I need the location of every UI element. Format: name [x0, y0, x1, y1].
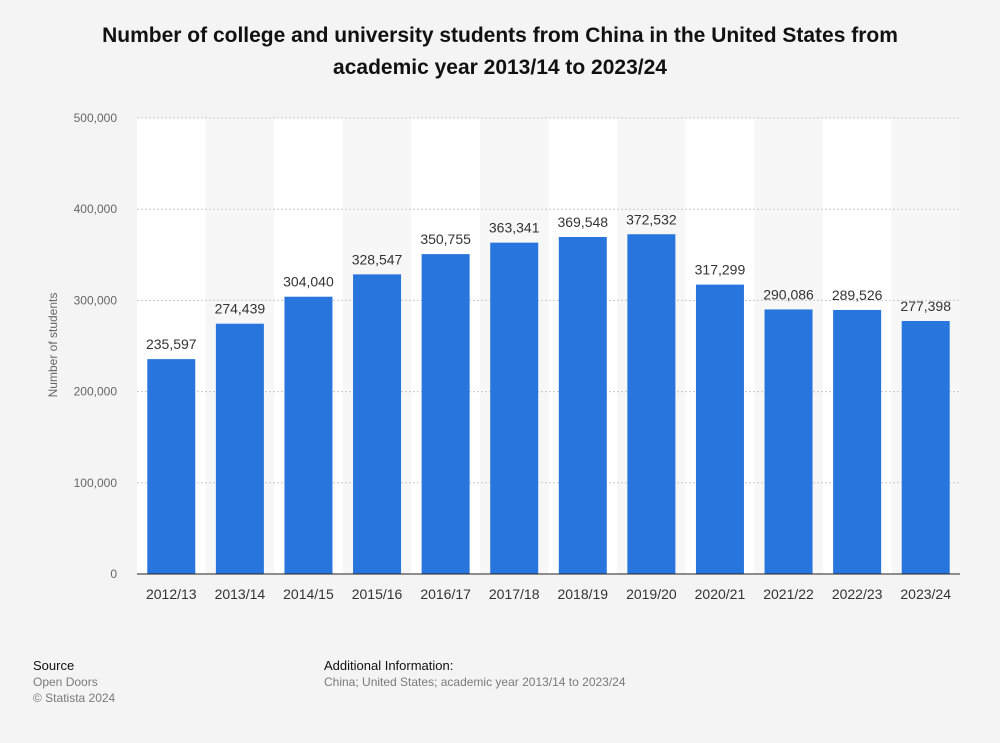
- bar-value-label: 304,040: [283, 274, 334, 290]
- bar-value-label: 235,597: [146, 336, 197, 352]
- bar-value-label: 274,439: [215, 301, 266, 317]
- bar-value-label: 363,341: [489, 220, 540, 236]
- copyright: © Statista 2024: [33, 691, 116, 705]
- bar-value-label: 290,086: [763, 286, 814, 302]
- bar-value-label: 328,547: [352, 251, 403, 267]
- x-tick-label: 2018/19: [557, 586, 608, 602]
- bar-value-label: 350,755: [420, 231, 471, 247]
- bar: [901, 321, 950, 574]
- bar-value-label: 372,532: [626, 211, 677, 227]
- bar: [627, 234, 676, 575]
- bar-value-label: 317,299: [695, 262, 746, 278]
- x-tick-label: 2012/13: [146, 586, 197, 602]
- y-tick-label: 500,000: [74, 111, 118, 125]
- y-tick-label: 400,000: [74, 202, 118, 216]
- additional-info-block: Additional Information: China; United St…: [324, 658, 626, 690]
- bar: [764, 309, 813, 574]
- x-tick-label: 2015/16: [352, 586, 403, 602]
- source-block: Source Open Doors © Statista 2024: [33, 658, 115, 706]
- bar-value-label: 369,548: [557, 214, 608, 230]
- additional-info-heading: Additional Information:: [324, 658, 454, 673]
- bar: [558, 236, 607, 574]
- x-tick-label: 2020/21: [695, 586, 746, 602]
- y-tick-label: 200,000: [74, 385, 118, 399]
- bar: [421, 254, 470, 574]
- additional-info-text: China; United States; academic year 2013…: [324, 675, 626, 689]
- y-axis-label: Number of students: [46, 292, 60, 398]
- y-tick-label: 0: [110, 567, 117, 581]
- bar: [490, 242, 539, 575]
- y-tick-label: 100,000: [74, 476, 118, 490]
- x-tick-label: 2014/15: [283, 586, 334, 602]
- chart-title-line-1: Number of college and university student…: [102, 24, 898, 47]
- bar: [695, 284, 744, 574]
- bar: [353, 274, 402, 574]
- chart-title-line-2: academic year 2013/14 to 2023/24: [333, 56, 667, 79]
- bar: [833, 309, 882, 574]
- chart-title: Number of college and university student…: [60, 20, 940, 84]
- x-tick-label: 2013/14: [215, 586, 266, 602]
- x-tick-label: 2022/23: [832, 586, 883, 602]
- x-tick-label: 2017/18: [489, 586, 540, 602]
- bar-value-label: 289,526: [832, 287, 883, 303]
- source-heading: Source: [33, 658, 75, 673]
- y-tick-label: 300,000: [74, 293, 118, 307]
- bar: [284, 296, 333, 574]
- x-tick-label: 2021/22: [763, 586, 814, 602]
- x-tick-label: 2016/17: [420, 586, 471, 602]
- bar: [215, 323, 264, 574]
- source-name[interactable]: Open Doors: [33, 675, 98, 689]
- x-tick-label: 2023/24: [900, 586, 951, 602]
- bar-value-label: 277,398: [900, 298, 951, 314]
- bar: [147, 359, 196, 574]
- x-tick-label: 2019/20: [626, 586, 677, 602]
